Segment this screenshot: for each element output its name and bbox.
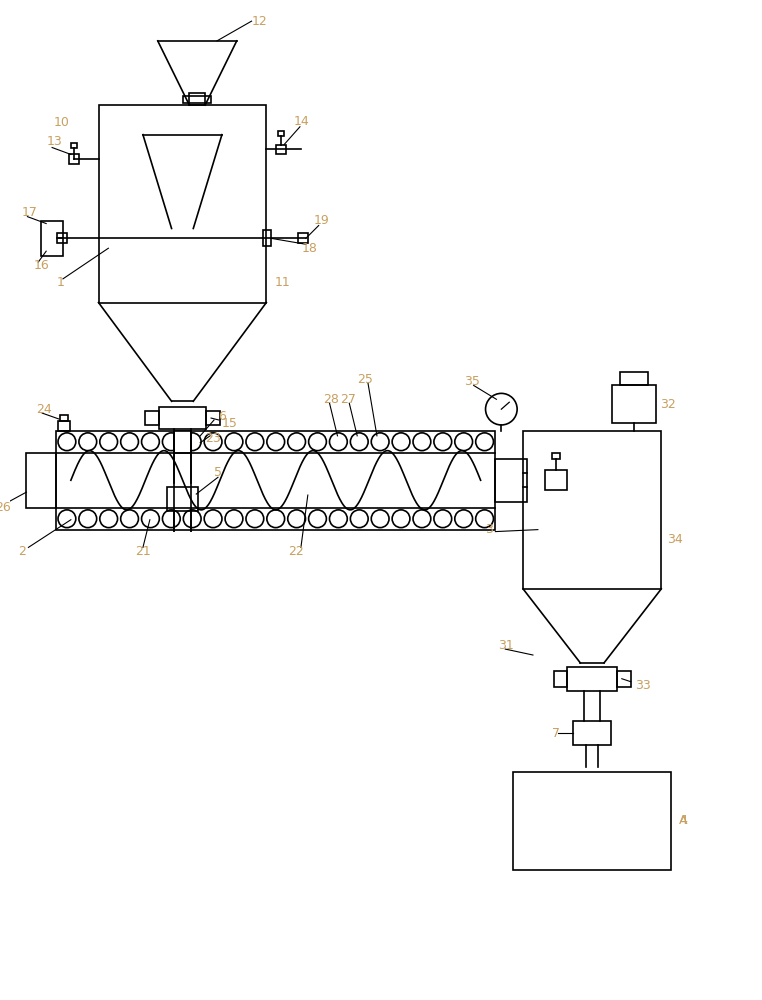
Text: 27: 27 bbox=[341, 393, 357, 406]
Text: 17: 17 bbox=[21, 206, 37, 219]
Text: 26: 26 bbox=[0, 501, 11, 514]
Text: 5: 5 bbox=[214, 466, 222, 479]
Bar bbox=[69, 154, 78, 164]
Text: 4: 4 bbox=[679, 814, 687, 827]
Bar bbox=[98, 105, 267, 303]
Bar bbox=[41, 221, 63, 256]
Bar bbox=[27, 453, 56, 508]
Bar bbox=[612, 385, 656, 423]
Text: 22: 22 bbox=[288, 545, 304, 558]
Text: 6: 6 bbox=[218, 410, 226, 423]
Bar bbox=[554, 671, 568, 687]
Bar bbox=[620, 372, 648, 385]
Bar bbox=[60, 415, 68, 421]
Text: 18: 18 bbox=[302, 242, 318, 255]
Bar bbox=[495, 459, 527, 502]
Bar bbox=[56, 431, 495, 530]
Text: 35: 35 bbox=[464, 375, 480, 388]
Text: 16: 16 bbox=[34, 259, 49, 272]
Bar bbox=[174, 431, 191, 453]
Bar bbox=[57, 233, 67, 243]
Bar bbox=[264, 230, 271, 246]
Bar bbox=[574, 721, 611, 745]
Bar bbox=[545, 470, 566, 490]
Bar bbox=[298, 233, 308, 243]
Bar bbox=[568, 667, 617, 691]
Bar bbox=[617, 671, 631, 687]
Text: 14: 14 bbox=[294, 115, 309, 128]
Text: A: A bbox=[679, 814, 687, 827]
Bar bbox=[523, 431, 661, 589]
Text: 21: 21 bbox=[135, 545, 151, 558]
Bar bbox=[145, 411, 158, 425]
Text: 25: 25 bbox=[357, 373, 373, 386]
Text: 23: 23 bbox=[205, 432, 221, 445]
Text: 31: 31 bbox=[498, 639, 514, 652]
Text: 12: 12 bbox=[251, 15, 267, 28]
Text: 33: 33 bbox=[635, 679, 651, 692]
Bar bbox=[278, 131, 284, 136]
Text: 3: 3 bbox=[485, 523, 494, 536]
Text: 10: 10 bbox=[54, 116, 70, 129]
Bar bbox=[184, 96, 211, 103]
Text: 7: 7 bbox=[552, 727, 560, 740]
Text: 24: 24 bbox=[37, 403, 52, 416]
Bar bbox=[277, 145, 286, 154]
Bar bbox=[58, 421, 70, 431]
Bar bbox=[513, 772, 671, 870]
Text: 2: 2 bbox=[18, 545, 27, 558]
Text: 11: 11 bbox=[274, 276, 290, 289]
Text: 32: 32 bbox=[661, 398, 676, 411]
Text: 1: 1 bbox=[57, 276, 65, 289]
Bar bbox=[158, 407, 207, 429]
Text: 13: 13 bbox=[47, 135, 63, 148]
Text: 15: 15 bbox=[222, 417, 238, 430]
Text: 19: 19 bbox=[314, 214, 329, 227]
Bar bbox=[552, 453, 559, 459]
Text: 34: 34 bbox=[668, 533, 683, 546]
Bar bbox=[167, 487, 198, 511]
Bar bbox=[207, 411, 220, 425]
Bar bbox=[189, 93, 205, 105]
Text: 28: 28 bbox=[322, 393, 338, 406]
Bar bbox=[71, 143, 77, 148]
